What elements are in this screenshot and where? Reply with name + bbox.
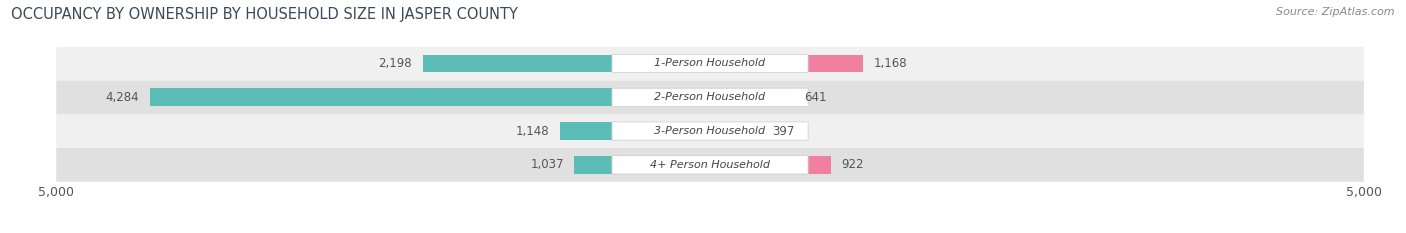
FancyBboxPatch shape: [612, 122, 808, 140]
Text: OCCUPANCY BY OWNERSHIP BY HOUSEHOLD SIZE IN JASPER COUNTY: OCCUPANCY BY OWNERSHIP BY HOUSEHOLD SIZE…: [11, 7, 519, 22]
Text: 2-Person Household: 2-Person Household: [654, 92, 766, 102]
FancyBboxPatch shape: [56, 148, 1364, 182]
Text: 1-Person Household: 1-Person Household: [654, 58, 766, 69]
Bar: [710, 156, 831, 174]
FancyBboxPatch shape: [612, 156, 808, 174]
Bar: [560, 122, 710, 140]
Bar: [710, 55, 863, 72]
Bar: [150, 89, 710, 106]
Text: 641: 641: [804, 91, 827, 104]
FancyBboxPatch shape: [56, 80, 1364, 114]
Text: Source: ZipAtlas.com: Source: ZipAtlas.com: [1277, 7, 1395, 17]
FancyBboxPatch shape: [612, 54, 808, 73]
FancyBboxPatch shape: [56, 47, 1364, 80]
Text: 1,148: 1,148: [516, 125, 550, 137]
FancyBboxPatch shape: [612, 88, 808, 106]
Bar: [710, 122, 762, 140]
Text: 397: 397: [772, 125, 794, 137]
Text: 1,168: 1,168: [873, 57, 907, 70]
Text: 2,198: 2,198: [378, 57, 412, 70]
Text: 4,284: 4,284: [105, 91, 139, 104]
Bar: [575, 156, 710, 174]
Text: 1,037: 1,037: [530, 158, 564, 171]
Bar: [423, 55, 710, 72]
Text: 4+ Person Household: 4+ Person Household: [650, 160, 770, 170]
Bar: [710, 89, 794, 106]
Text: 3-Person Household: 3-Person Household: [654, 126, 766, 136]
Text: 922: 922: [841, 158, 863, 171]
FancyBboxPatch shape: [56, 114, 1364, 148]
